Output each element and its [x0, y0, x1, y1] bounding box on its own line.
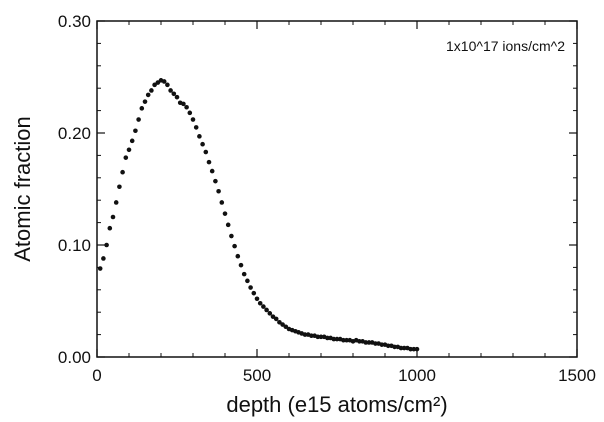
data-point	[187, 110, 193, 116]
data-point	[385, 343, 391, 349]
data-point	[408, 346, 413, 352]
y-tick-label: 0.10	[58, 236, 91, 255]
x-axis-label: depth (e15 atoms/cm²)	[226, 392, 447, 417]
data-point	[142, 99, 148, 104]
data-point	[133, 128, 138, 134]
data-point	[152, 82, 157, 88]
data-point	[161, 79, 167, 84]
data-point	[273, 316, 279, 322]
data-point	[366, 340, 372, 345]
data-point	[129, 138, 135, 144]
x-tick-label: 1500	[558, 366, 596, 385]
data-point	[318, 334, 324, 340]
y-tick-label: 0.20	[58, 124, 91, 143]
data-point	[168, 88, 173, 93]
data-point	[126, 147, 132, 153]
points-layer	[97, 78, 420, 352]
data-point	[373, 341, 378, 346]
data-point	[193, 125, 199, 130]
data-point	[136, 117, 141, 122]
data-point	[257, 300, 263, 306]
y-tick-label: 0.00	[58, 348, 91, 367]
data-point	[181, 101, 186, 107]
data-point	[184, 104, 189, 110]
data-point	[283, 324, 289, 330]
data-point	[117, 184, 122, 190]
data-point	[245, 278, 250, 284]
data-point	[302, 332, 308, 337]
data-point	[145, 92, 151, 98]
data-point	[238, 262, 244, 268]
data-point	[280, 322, 285, 327]
data-point	[325, 335, 330, 341]
chart-annotation: 1x10^17 ions/cm^2	[446, 38, 565, 54]
x-tick-label: 500	[243, 366, 271, 385]
data-point	[229, 233, 234, 239]
data-point	[254, 296, 260, 302]
data-point	[232, 243, 237, 249]
data-point	[344, 337, 349, 343]
data-point	[251, 290, 257, 296]
data-point	[309, 333, 314, 339]
data-point	[203, 149, 209, 155]
data-point	[264, 307, 269, 313]
data-point	[190, 117, 196, 122]
data-point	[248, 285, 253, 290]
x-tick-label: 1000	[398, 366, 436, 385]
data-point	[149, 88, 154, 93]
data-point	[277, 319, 282, 325]
data-point	[113, 200, 119, 205]
data-point	[219, 200, 225, 205]
data-point	[206, 159, 212, 165]
plot-frame	[96, 20, 578, 358]
data-point	[139, 106, 145, 111]
data-point	[209, 168, 215, 174]
data-point	[174, 94, 180, 100]
data-point	[222, 211, 228, 216]
data-point	[414, 346, 420, 352]
data-point	[165, 82, 170, 88]
y-axis-label: Atomic fraction	[10, 116, 35, 262]
data-point	[334, 336, 340, 342]
data-point	[357, 339, 362, 344]
data-point	[341, 337, 346, 343]
data-point	[101, 256, 106, 261]
data-point	[123, 155, 129, 160]
data-point	[379, 342, 385, 347]
data-point	[392, 344, 397, 350]
data-point	[171, 91, 177, 97]
data-point	[363, 340, 369, 345]
data-point	[110, 214, 116, 220]
labels-layer: 0 500 1000 1500 0.00 0.10 0.20 0.30	[58, 12, 596, 385]
data-point	[261, 304, 266, 309]
data-point	[225, 222, 231, 228]
x-tick-label: 0	[92, 366, 101, 385]
data-point	[200, 141, 205, 147]
data-point	[241, 271, 247, 277]
data-point	[411, 346, 417, 352]
y-tick-label: 0.30	[58, 12, 91, 31]
data-point	[155, 80, 161, 85]
data-point	[107, 225, 113, 231]
data-point	[270, 314, 276, 319]
data-point	[104, 242, 109, 248]
data-point	[197, 134, 202, 139]
data-point	[235, 253, 241, 259]
data-point	[315, 334, 321, 340]
data-point	[216, 188, 221, 194]
data-point	[398, 345, 404, 351]
data-point	[331, 336, 337, 342]
data-point	[213, 178, 218, 184]
data-point	[401, 345, 407, 351]
data-point	[97, 266, 103, 271]
ticks-layer	[96, 20, 578, 358]
data-point	[267, 311, 273, 316]
data-point	[120, 169, 125, 175]
